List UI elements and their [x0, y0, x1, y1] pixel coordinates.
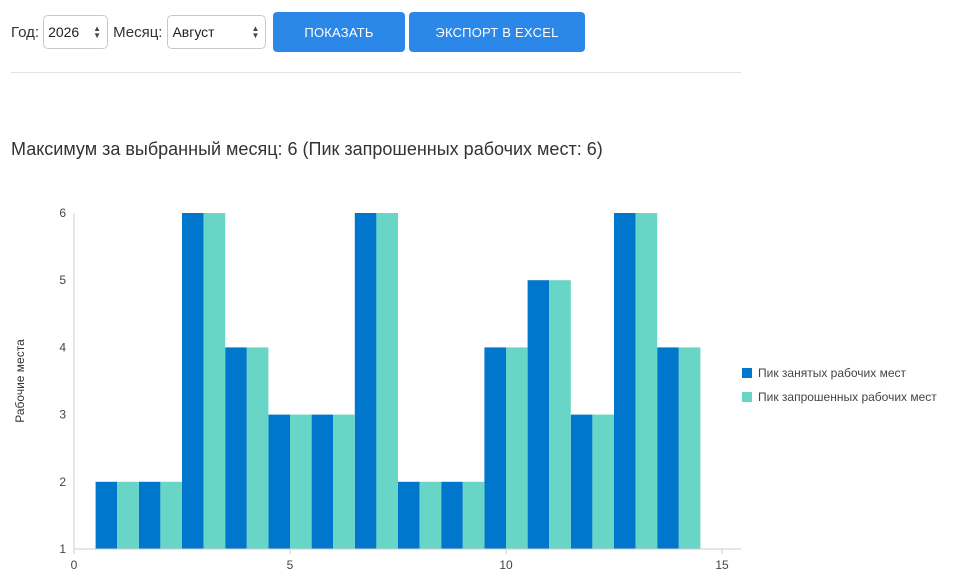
bar-series2-x3[interactable] [203, 213, 226, 549]
bar-series1-x4[interactable] [225, 347, 247, 549]
y-axis-label: Рабочие места [13, 339, 27, 423]
bar-series1-x10[interactable] [484, 347, 506, 549]
year-select[interactable]: 2026 ▲ ▼ [43, 15, 109, 49]
y-tick-label: 1 [59, 542, 66, 556]
legend-swatch-requested [742, 392, 752, 402]
bar-series1-x5[interactable] [268, 414, 290, 549]
x-tick-label: 5 [287, 558, 294, 572]
bar-series2-x9[interactable] [462, 481, 485, 549]
legend-item-occupied[interactable]: Пик занятых рабочих мест [742, 361, 937, 385]
bar-series2-x6[interactable] [333, 414, 355, 549]
bar-series2-x7[interactable] [376, 213, 398, 549]
export-excel-button[interactable]: ЭКСПОРТ В EXCEL [409, 12, 585, 52]
bar-series2-x4[interactable] [246, 347, 269, 549]
dropdown-arrows-icon: ▲ ▼ [251, 24, 260, 40]
x-tick-label: 15 [715, 558, 729, 572]
y-tick-label: 3 [59, 408, 66, 422]
bar-series1-x8[interactable] [398, 481, 420, 549]
bar-series2-x11[interactable] [549, 280, 571, 549]
bar-series2-x2[interactable] [160, 481, 182, 549]
month-value: Август [172, 24, 215, 40]
bar-series2-x12[interactable] [592, 414, 614, 549]
bar-series2-x10[interactable] [506, 347, 528, 549]
page-headline: Максимум за выбранный месяц: 6 (Пик запр… [11, 139, 603, 159]
bar-series1-x13[interactable] [614, 213, 636, 549]
bar-series2-x13[interactable] [635, 213, 658, 549]
y-tick-label: 4 [59, 340, 66, 354]
filter-toolbar: Год: 2026 ▲ ▼ Месяц: Август ▲ ▼ [11, 12, 267, 52]
bar-series1-x14[interactable] [657, 347, 679, 549]
legend-swatch-occupied [742, 368, 752, 378]
bar-series2-x1[interactable] [117, 481, 139, 549]
divider [11, 72, 741, 73]
bar-series1-x7[interactable] [354, 213, 377, 549]
bar-series1-x2[interactable] [138, 481, 161, 549]
bar-series1-x1[interactable] [95, 481, 118, 549]
y-tick-label: 6 [59, 206, 66, 220]
bar-series1-x6[interactable] [311, 414, 334, 549]
year-label: Год: [11, 23, 40, 41]
bar-series1-x3[interactable] [182, 213, 204, 549]
month-select[interactable]: Август ▲ ▼ [167, 15, 267, 49]
year-value: 2026 [48, 24, 80, 40]
bar-series1-x11[interactable] [527, 280, 550, 549]
show-button[interactable]: ПОКАЗАТЬ [273, 12, 405, 52]
bar-series2-x5[interactable] [290, 414, 312, 549]
legend-label-occupied: Пик занятых рабочих мест [758, 366, 907, 380]
month-label: Месяц: [113, 23, 163, 41]
y-tick-label: 5 [59, 273, 66, 287]
legend-label-requested: Пик запрошенных рабочих мест [758, 390, 937, 404]
bar-series1-x12[interactable] [570, 414, 593, 549]
bar-series1-x9[interactable] [441, 481, 463, 549]
x-tick-label: 0 [71, 558, 78, 572]
chart-legend: Пик занятых рабочих мест Пик запрошенных… [742, 361, 937, 409]
bar-series2-x8[interactable] [419, 481, 442, 549]
bar-series2-x14[interactable] [678, 347, 701, 549]
x-tick-label: 10 [499, 558, 513, 572]
peak-workplaces-chart: 1 2 3 4 5 6 0 5 10 15 Рабочие места [13, 206, 741, 572]
spinner-arrows-icon: ▲ ▼ [93, 24, 102, 40]
legend-item-requested[interactable]: Пик запрошенных рабочих мест [742, 385, 937, 409]
y-tick-label: 2 [59, 475, 66, 489]
